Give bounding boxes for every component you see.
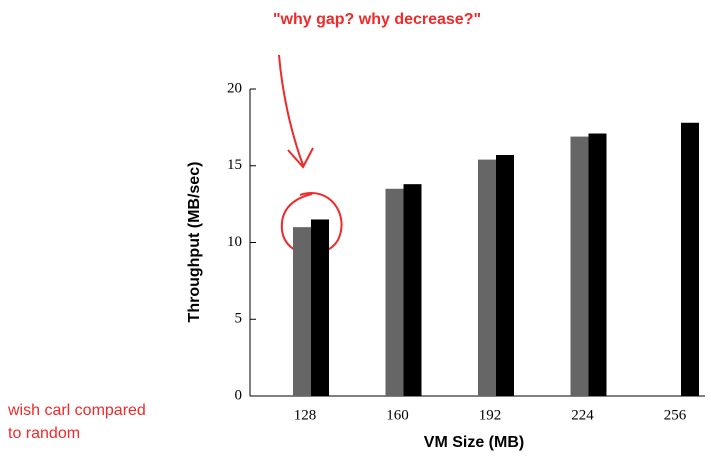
x-tick-label: 256 (664, 407, 687, 423)
arrow-head (287, 147, 314, 169)
x-tick-label: 192 (479, 407, 502, 423)
bar (496, 155, 514, 396)
arrow (278, 54, 304, 166)
bar (293, 227, 311, 396)
bar (311, 219, 329, 396)
x-tick-label: 128 (294, 407, 317, 423)
y-tick-label: 5 (235, 311, 243, 327)
y-tick-label: 10 (227, 234, 242, 250)
annotation: wish carl compared (7, 402, 146, 419)
x-axis-title: VM Size (MB) (424, 434, 524, 451)
bar (403, 184, 422, 396)
y-tick-label: 15 (227, 157, 242, 173)
y-tick-label: 20 (227, 80, 242, 96)
y-tick-label: 0 (235, 387, 243, 403)
x-tick-label: 224 (571, 407, 594, 423)
bar (385, 188, 404, 396)
annotation: "why gap? why decrease?" (273, 11, 481, 28)
x-tick-label: 160 (386, 407, 409, 423)
bar (588, 133, 607, 396)
annotation: to random (8, 425, 80, 442)
bar (681, 122, 699, 397)
bar (570, 136, 589, 396)
bar (478, 159, 496, 396)
y-axis-title: Throughput (MB/sec) (186, 162, 203, 323)
